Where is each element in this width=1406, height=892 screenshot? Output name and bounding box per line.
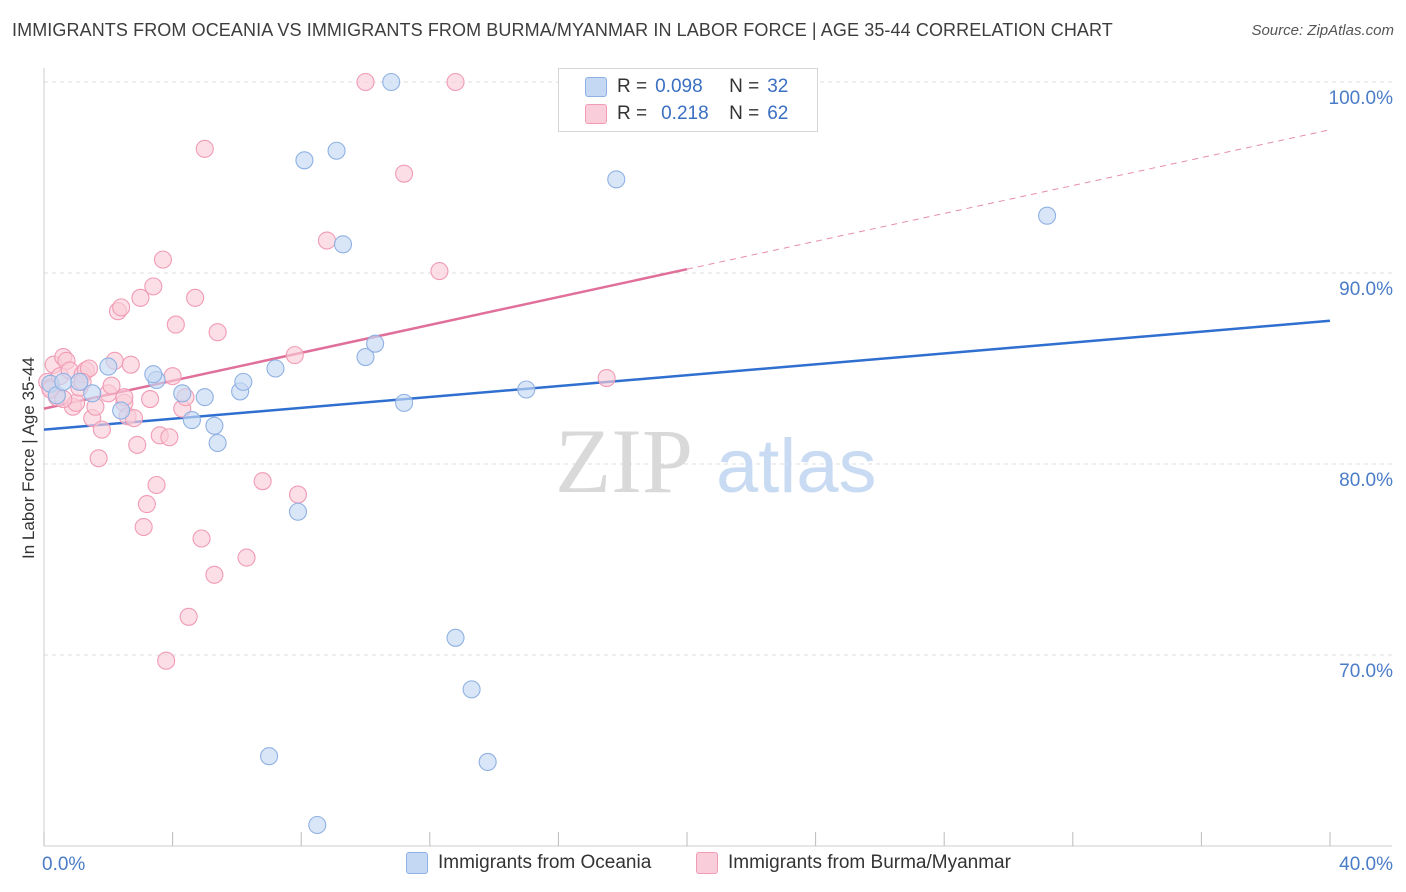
point-pink	[597, 368, 616, 388]
point-blue	[173, 384, 192, 403]
legend-n-label: N =	[729, 103, 760, 124]
point-blue	[327, 141, 346, 160]
point-blue	[182, 411, 201, 430]
point-pink	[102, 376, 121, 395]
point-pink	[317, 231, 336, 250]
point-blue	[333, 235, 353, 254]
series-swatch-blue	[406, 852, 428, 874]
series-swatch-pink	[696, 852, 718, 874]
point-pink	[92, 420, 111, 439]
point-pink	[192, 529, 211, 548]
point-pink	[163, 367, 182, 386]
point-pink	[285, 346, 304, 365]
point-blue	[112, 401, 131, 420]
point-pink	[179, 607, 198, 626]
legend-n-value: 32	[767, 76, 789, 97]
legend-swatch-pink	[585, 104, 607, 124]
chart-title: IMMIGRANTS FROM OCEANIA VS IMMIGRANTS FR…	[12, 20, 1113, 40]
legend-n-value: 62	[767, 103, 789, 124]
y-tick-label: 90.0%	[1339, 279, 1393, 300]
point-blue	[234, 372, 253, 391]
point-pink	[131, 288, 150, 307]
point-pink	[208, 323, 227, 342]
point-pink	[112, 298, 131, 317]
point-blue	[259, 747, 279, 766]
point-pink	[121, 355, 140, 374]
point-pink	[160, 428, 179, 447]
point-pink	[157, 651, 176, 670]
point-blue	[1038, 206, 1057, 225]
point-blue	[83, 384, 102, 403]
point-blue	[205, 416, 224, 435]
axes	[43, 68, 1392, 847]
point-pink	[356, 72, 375, 92]
data-points	[38, 72, 1057, 835]
point-blue	[195, 388, 214, 407]
point-blue	[266, 359, 285, 378]
point-blue	[144, 365, 163, 384]
point-blue	[295, 151, 314, 170]
point-pink	[141, 390, 160, 409]
point-pink	[128, 435, 147, 454]
legend-row-oceania: R = 0.098 N = 32	[585, 75, 789, 99]
watermark-zip: ZIP	[555, 410, 693, 512]
point-blue	[366, 334, 385, 353]
legend-swatch-blue	[585, 77, 607, 97]
point-blue	[462, 680, 481, 699]
x-tick-label-right: 40.0%	[1339, 854, 1393, 875]
point-pink	[186, 288, 205, 307]
series-label-oceania: Immigrants from Oceania	[438, 852, 652, 873]
point-pink	[446, 72, 465, 92]
point-pink	[253, 472, 272, 491]
point-blue	[288, 502, 308, 521]
point-blue	[54, 372, 73, 391]
gridlines	[44, 81, 1392, 656]
series-label-burma: Immigrants from Burma/Myanmar	[728, 852, 1011, 873]
legend-r-value: 0.218	[661, 103, 709, 124]
series-legend-oceania: Immigrants from Oceania	[406, 852, 651, 874]
legend-r-label: R =	[617, 76, 648, 97]
point-pink	[144, 277, 163, 296]
point-pink	[166, 315, 185, 334]
point-pink	[205, 565, 224, 584]
legend-r-label: R =	[617, 103, 648, 124]
y-tick-label: 70.0%	[1339, 661, 1393, 682]
watermark-atlas: atlas	[716, 424, 877, 509]
point-blue	[382, 72, 401, 92]
point-blue	[446, 628, 465, 647]
point-pink	[147, 475, 166, 495]
chart-source: Source: ZipAtlas.com	[1251, 22, 1394, 39]
point-pink	[395, 164, 414, 183]
y-tick-labels: 100.0% 90.0% 80.0% 70.0%	[1329, 88, 1394, 682]
point-blue	[517, 380, 536, 399]
point-pink	[153, 250, 173, 269]
y-tick-label: 80.0%	[1339, 470, 1393, 491]
legend-r-value: 0.098	[655, 76, 703, 97]
legend-row-burma: R = 0.218 N = 62	[585, 102, 789, 126]
trendline-blue	[43, 319, 1331, 431]
y-axis-label: In Labor Force | Age 35-44	[19, 357, 38, 559]
point-pink	[288, 485, 308, 504]
y-tick-label: 100.0%	[1329, 88, 1394, 109]
point-blue	[356, 347, 375, 367]
x-tick-label-left: 0.0%	[42, 854, 85, 875]
point-pink	[195, 139, 214, 158]
point-blue	[208, 433, 227, 453]
point-pink	[237, 548, 256, 567]
point-pink	[137, 495, 156, 514]
point-pink	[430, 262, 449, 281]
trendline-extension-pink	[686, 129, 1331, 270]
point-blue	[70, 372, 89, 391]
point-pink	[134, 517, 153, 537]
point-blue	[99, 357, 118, 376]
point-blue	[308, 815, 327, 835]
correlation-legend: R = 0.098 N = 32 R = 0.218 N = 62	[558, 68, 818, 132]
point-pink	[89, 449, 108, 468]
point-blue	[607, 170, 626, 189]
point-blue	[395, 393, 414, 412]
series-legend-burma: Immigrants from Burma/Myanmar	[696, 852, 1011, 874]
legend-n-label: N =	[729, 76, 760, 97]
point-blue	[478, 752, 497, 772]
